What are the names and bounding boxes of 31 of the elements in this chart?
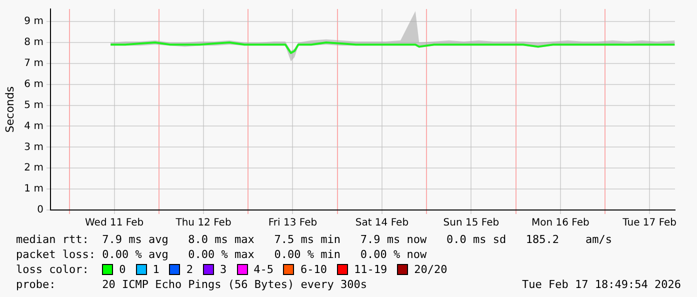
x-tick-label: Sun 15 Feb [443,218,500,229]
y-tick-label: 1 m [24,184,44,195]
x-tick-label: Fri 13 Feb [268,218,318,229]
text: 6-10 [300,262,327,277]
y-axis-title: Seconds [3,86,16,133]
x-tick-label: Tue 17 Feb [622,218,677,229]
text: 4-5 [254,262,274,277]
y-tick-label: 6 m [24,78,44,90]
text: 2 [186,262,193,277]
y-tick-label: 5 m [24,100,44,111]
text: median rtt: 7.9 ms avg 8.0 ms max 7.5 ms min 7.9 ms now 0.0 ms sd 185.2 am/s [16,232,614,247]
text: 20/20 [414,262,448,277]
x-tick-label: Sat 14 Feb [355,218,409,229]
text: 0 [119,262,126,277]
y-tick-label: 9 m [24,16,44,28]
text: packet loss: 0.00 % avg 0.00 % max 0.00 % min 0.00 % now [16,247,428,262]
y-tick-label: 3 m [24,142,44,153]
text: 3 [220,262,227,277]
y-tick-label: 8 m [24,37,44,48]
x-tick-label: Wed 11 Feb [85,218,144,229]
x-tick-label: Thu 12 Feb [174,218,232,229]
x-tick-label: Mon 16 Feb [531,218,590,229]
text: 1 [152,262,160,277]
text: probe: 20 ICMP Echo Pings (56 Bytes) every 300s [16,277,367,292]
text: Tue Feb 17 18:49:54 2026 [522,277,681,292]
y-tick-label: 2 m [24,162,44,174]
text: 11-19 [354,262,388,277]
y-tick-label: 7 m [24,58,44,70]
y-tick-label: 0 [37,204,44,216]
y-tick-label: 4 m [24,120,44,132]
text: loss color: [16,262,90,277]
